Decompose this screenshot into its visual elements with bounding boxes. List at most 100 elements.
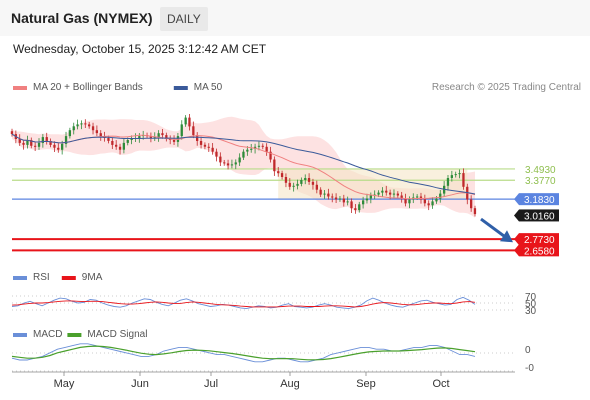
- candle-body: [450, 175, 453, 178]
- candle-body: [431, 201, 434, 206]
- candle-body: [26, 140, 29, 145]
- candle-body: [358, 204, 361, 211]
- price-legend-label-1: MA 50: [194, 82, 223, 93]
- level-tag-arrow-4: [514, 233, 519, 246]
- candle-body: [454, 174, 457, 176]
- level-tag-5: [519, 244, 559, 257]
- candle-body: [53, 144, 56, 148]
- candle-body: [169, 139, 172, 140]
- candle-body: [265, 146, 268, 152]
- candle-body: [223, 162, 226, 164]
- x-tick-label-5: Oct: [432, 378, 449, 390]
- candle-body: [381, 190, 384, 193]
- candle-body: [257, 145, 261, 147]
- level-tag-arrow-5: [514, 244, 519, 257]
- candle-body: [118, 146, 122, 150]
- candle-body: [37, 142, 41, 147]
- rsi-legend-label-0: RSI: [33, 272, 50, 283]
- candle-body: [458, 173, 461, 175]
- credit-text: Research © 2025 Trading Central: [432, 82, 581, 93]
- candle-body: [68, 130, 71, 137]
- candle-body: [296, 183, 299, 186]
- candle-body: [315, 184, 318, 190]
- candle-body: [84, 123, 87, 125]
- level-tag-4: [519, 233, 559, 246]
- candle-body: [423, 199, 426, 204]
- candle-body: [226, 163, 230, 166]
- candle-body: [446, 178, 450, 186]
- candle-body: [199, 141, 203, 145]
- projection-arrow-head: [500, 230, 513, 243]
- candle-body: [138, 136, 141, 138]
- candle-body: [172, 140, 176, 142]
- level-tag-arrow-2: [514, 193, 519, 206]
- candle-body: [377, 192, 380, 195]
- level-tag-arrow-3: [514, 209, 519, 222]
- price-legend-swatch-0: [13, 86, 27, 90]
- chart-header: Natural Gas (NYMEX) DAILY: [0, 0, 590, 36]
- candle-body: [203, 144, 207, 147]
- candle-body: [396, 193, 399, 196]
- candle-body: [130, 139, 133, 140]
- level-tag-2: [519, 193, 559, 206]
- candle-body: [300, 180, 303, 184]
- rsi-legend-swatch-0: [13, 276, 27, 280]
- macd-line: [11, 343, 476, 363]
- projection-arrow-shaft: [480, 217, 508, 240]
- candle-body: [95, 130, 98, 134]
- candle-body: [211, 147, 214, 152]
- x-tick-label-0: May: [54, 378, 75, 390]
- macd-tick-0: 0: [525, 345, 531, 356]
- candle-body: [292, 185, 295, 187]
- timeframe-badge[interactable]: DAILY: [160, 7, 208, 31]
- rsi-tick-0: 70: [525, 292, 537, 303]
- candle-body: [157, 133, 160, 138]
- candle-body: [346, 201, 349, 203]
- candle-body: [192, 126, 195, 136]
- candle-body: [470, 199, 473, 209]
- candle-body: [334, 197, 338, 200]
- candle-body: [10, 131, 14, 135]
- candle-body: [331, 196, 334, 198]
- macd-signal-line: [11, 345, 476, 361]
- candle-body: [392, 193, 396, 195]
- date-time-text: Wednesday, October 15, 2025 3:12:42 AM C…: [13, 42, 267, 56]
- candle-body: [400, 195, 403, 199]
- candle-body: [350, 201, 353, 209]
- candle-body: [307, 178, 311, 182]
- rsi-tick-2: 30: [525, 306, 537, 317]
- candle-body: [323, 193, 326, 195]
- candle-body: [304, 178, 307, 180]
- candle-body: [61, 143, 64, 150]
- candle-body: [99, 133, 102, 137]
- candle-body: [64, 136, 68, 144]
- candle-body: [153, 137, 156, 139]
- candle-body: [311, 181, 315, 185]
- candle-body: [18, 139, 21, 143]
- macd-legend-label-0: MACD: [33, 329, 62, 340]
- candle-body: [219, 156, 222, 163]
- price-legend-swatch-1: [173, 86, 188, 90]
- candle-body: [111, 141, 114, 145]
- price-legend-label-0: MA 20 + Bollinger Bands: [33, 82, 143, 93]
- x-tick-label-4: Sep: [356, 378, 376, 390]
- candle-body: [439, 193, 442, 199]
- candle-body: [369, 195, 372, 199]
- candle-body: [338, 198, 342, 200]
- candle-body: [277, 171, 280, 174]
- ma50-line: [11, 133, 476, 195]
- candle-body: [365, 198, 369, 201]
- candle-body: [435, 198, 438, 202]
- candle-body: [72, 126, 75, 131]
- level-label-5: 2.6580: [524, 246, 555, 257]
- candle-body: [342, 198, 345, 203]
- candle-body: [149, 136, 152, 138]
- candle-body: [41, 137, 44, 143]
- rsi-line: [11, 296, 476, 310]
- macd-legend-swatch-1: [67, 333, 82, 337]
- candle-body: [427, 203, 430, 206]
- candle-body: [473, 208, 477, 215]
- candle-body: [34, 145, 37, 147]
- candle-body: [319, 189, 322, 195]
